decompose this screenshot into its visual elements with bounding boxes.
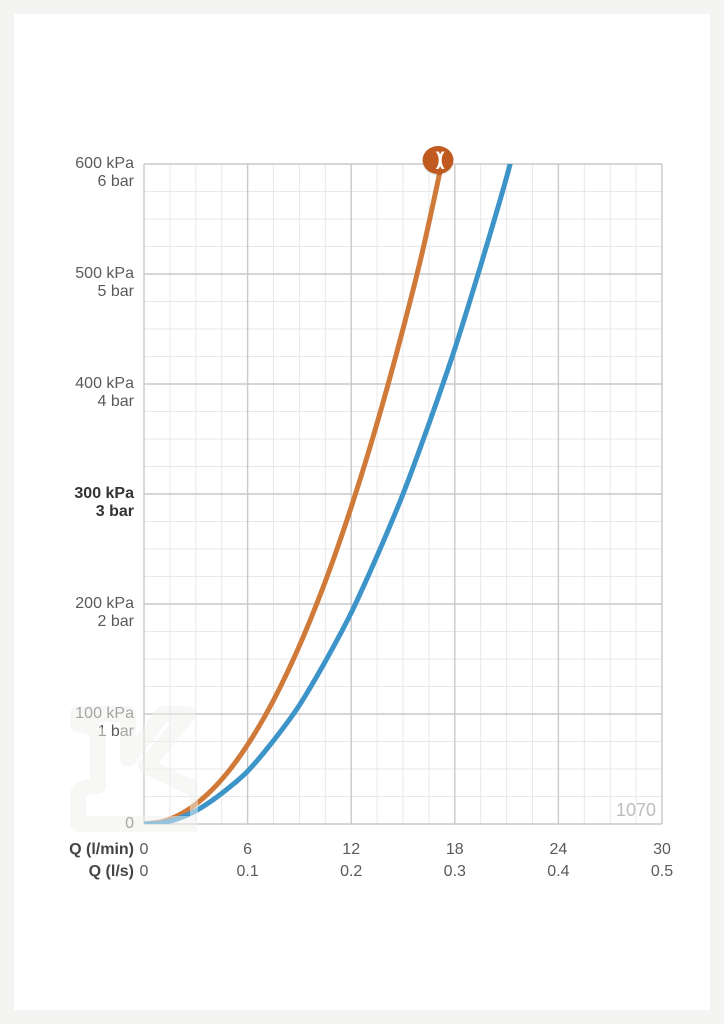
x-tick-label: 6 [243, 841, 252, 859]
x-axis-title: Q (l/s) [89, 863, 134, 881]
marker-glyph: )( [435, 149, 439, 170]
x-tick-label: 0.1 [236, 863, 258, 881]
sheet: 0100 kPa 1 bar200 kPa 2 bar300 kPa 3 bar… [14, 14, 710, 1010]
x-tick-label: 0.4 [547, 863, 569, 881]
y-tick-label: 200 kPa 2 bar [75, 595, 134, 631]
watermark-icon [68, 704, 198, 834]
x-tick-label: 18 [446, 841, 464, 859]
x-axis-title: Q (l/min) [69, 841, 134, 859]
y-tick-label: 500 kPa 5 bar [75, 265, 134, 301]
curve-blue [144, 137, 517, 825]
x-tick-label: 0 [140, 863, 149, 881]
x-tick-label: 30 [653, 841, 671, 859]
x-tick-label: 0.2 [340, 863, 362, 881]
y-tick-label: 600 kPa 6 bar [75, 155, 134, 191]
figure-number: 1070 [616, 800, 656, 821]
y-tick-label: 400 kPa 4 bar [75, 375, 134, 411]
x-tick-label: 0 [140, 841, 149, 859]
y-tick-label: 300 kPa 3 bar [74, 485, 134, 521]
x-tick-label: 24 [549, 841, 567, 859]
series-marker-icon: )( [422, 146, 453, 174]
x-tick-label: 12 [342, 841, 360, 859]
x-tick-label: 0.3 [444, 863, 466, 881]
x-tick-label: 0.5 [651, 863, 673, 881]
